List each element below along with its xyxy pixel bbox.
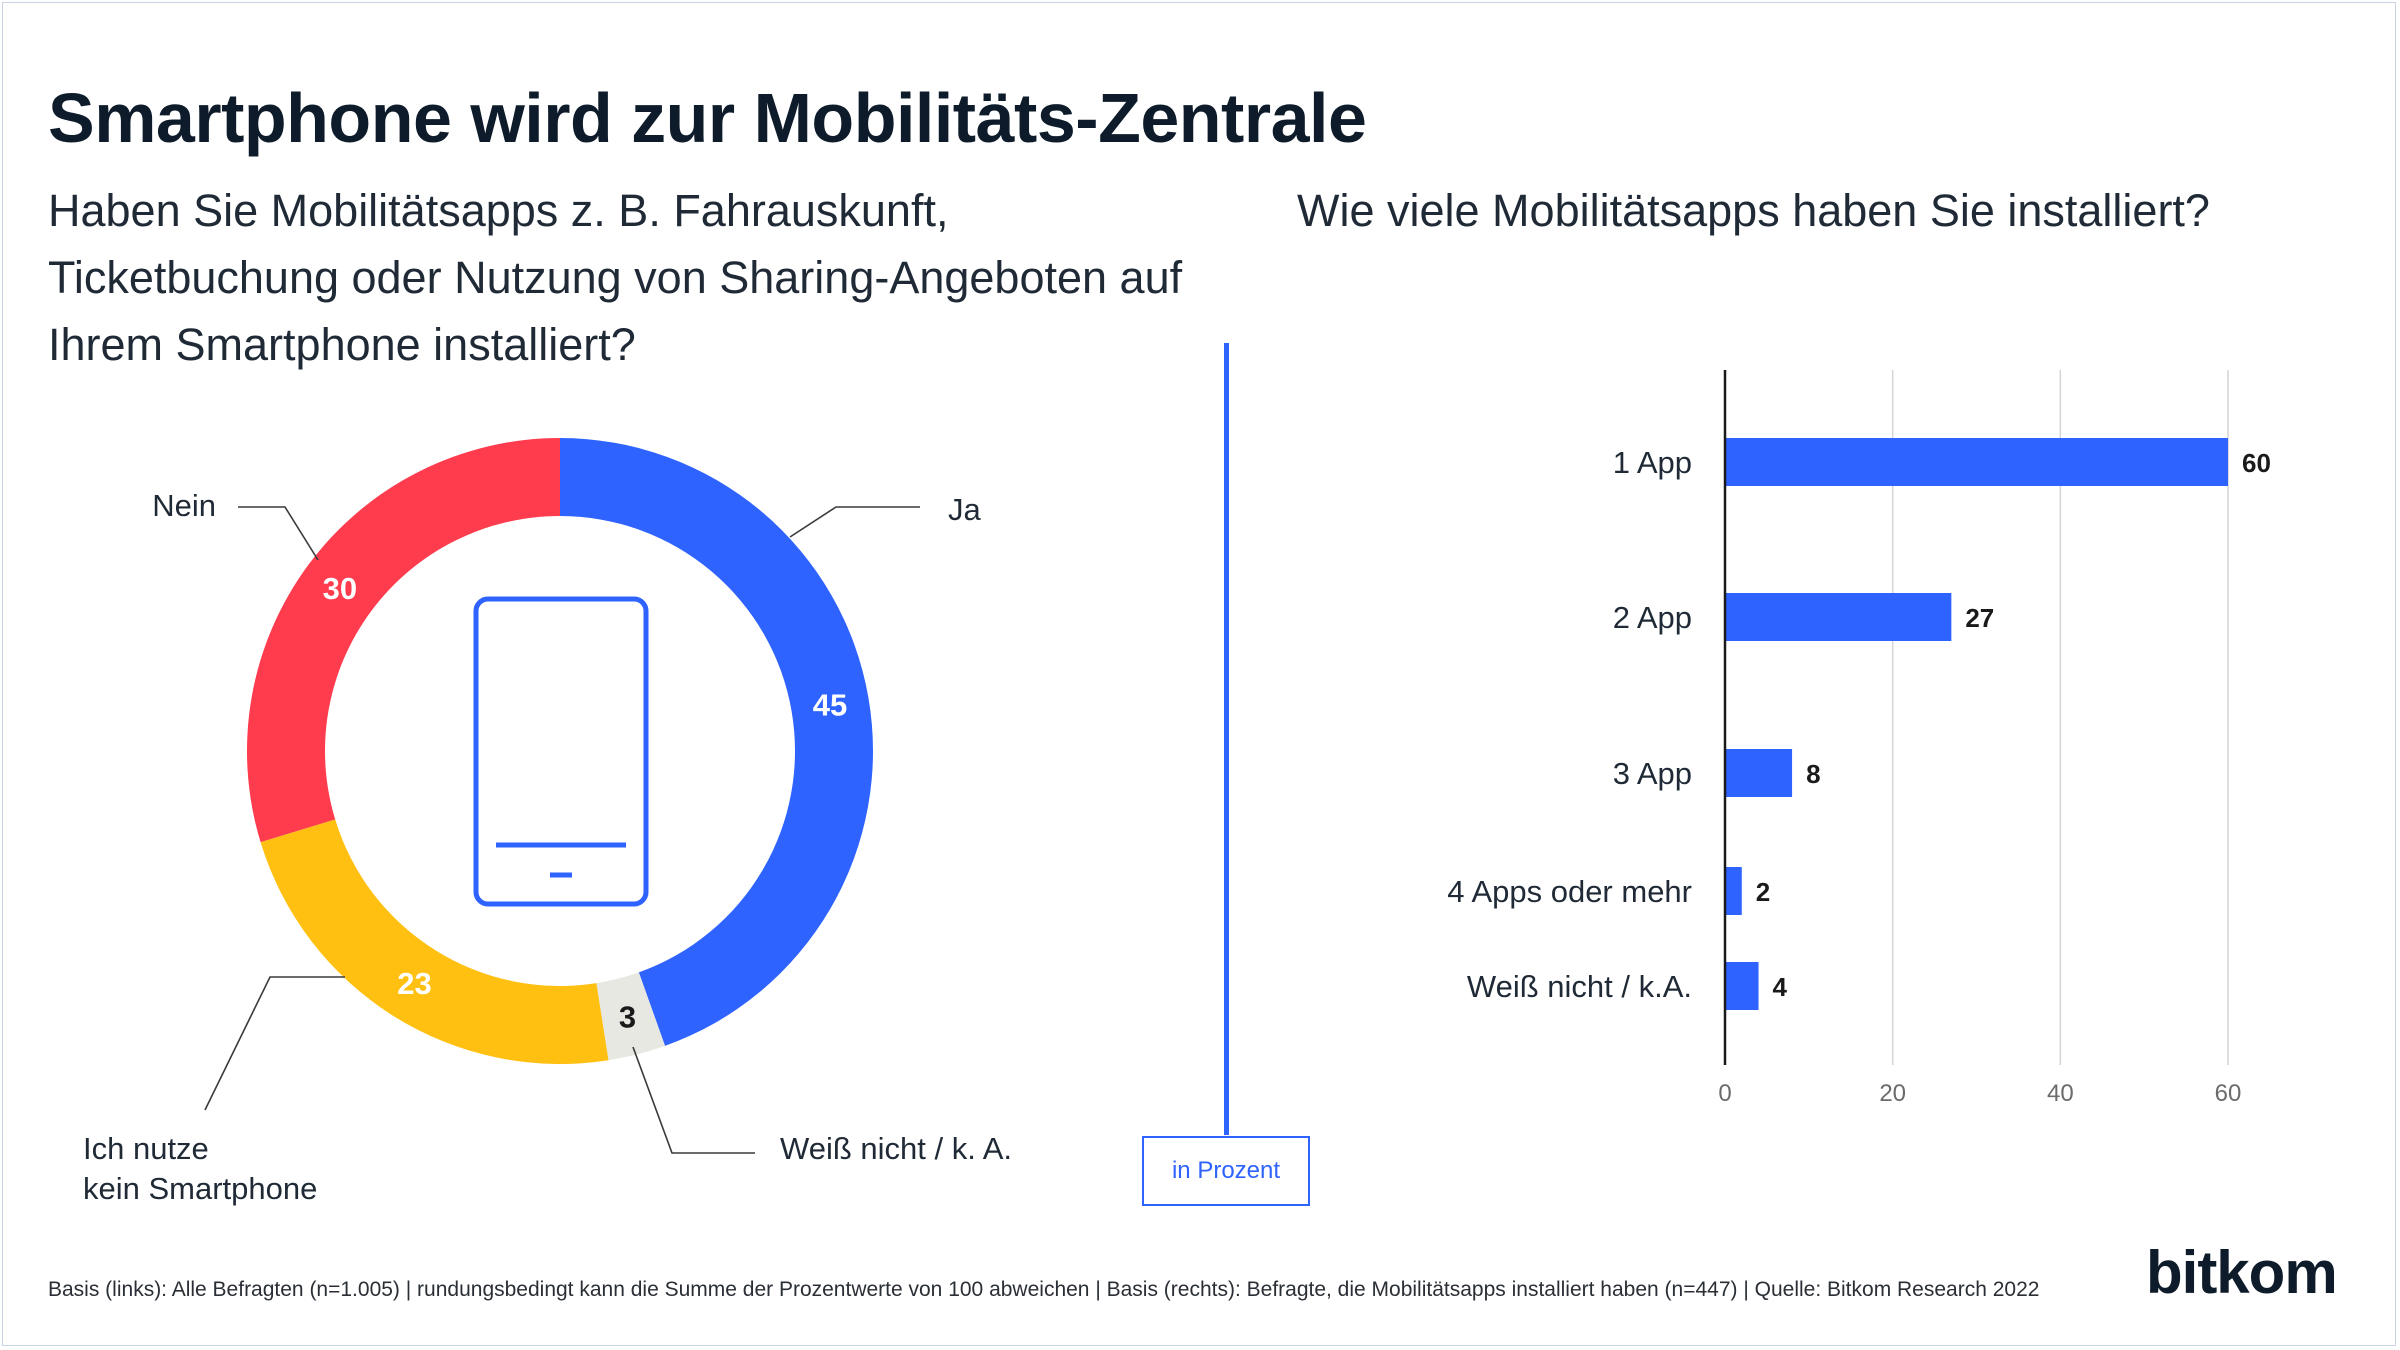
bar-category-label: 3 App bbox=[1613, 756, 1692, 791]
bar-category-label: Weiß nicht / k.A. bbox=[1467, 969, 1692, 1004]
x-tick-label: 20 bbox=[1879, 1080, 1906, 1107]
footnote: Basis (links): Alle Befragten (n=1.005) … bbox=[48, 1278, 2040, 1301]
bar bbox=[1725, 593, 1952, 641]
leader-line bbox=[238, 506, 319, 561]
page-title: Smartphone wird zur Mobilitäts-Zentrale bbox=[48, 79, 1367, 157]
brand-logo: bitkom bbox=[2146, 1239, 2338, 1306]
donut-chart: 45 3 23 30 Ja Weiß nicht / k. A. Ich nutze kein… bbox=[83, 438, 1012, 1206]
bar bbox=[1725, 867, 1742, 915]
left-question: Haben Sie Mobilitätsapps z. B. Fahrausku… bbox=[48, 185, 1183, 370]
donut-slice bbox=[596, 972, 666, 1061]
donut-slice bbox=[247, 438, 560, 843]
x-tick-label: 40 bbox=[2047, 1080, 2074, 1107]
center-divider bbox=[1224, 343, 1229, 1135]
slice-value-label: 23 bbox=[397, 966, 431, 1001]
bar-value-label: 60 bbox=[2242, 448, 2271, 478]
donut-slice bbox=[560, 438, 873, 1046]
category-label: Ich nutze kein Smartphone bbox=[83, 1131, 317, 1206]
bar bbox=[1725, 438, 2228, 486]
slice-value-label: 30 bbox=[323, 571, 357, 606]
donut-slice bbox=[260, 819, 609, 1064]
smartphone-icon bbox=[473, 596, 649, 907]
bar-value-label: 27 bbox=[1965, 603, 1994, 633]
bar bbox=[1725, 962, 1759, 1010]
bar-value-label: 4 bbox=[1773, 972, 1788, 1002]
x-tick-label: 0 bbox=[1718, 1080, 1731, 1107]
phone-body bbox=[473, 596, 649, 907]
bar-category-label: 1 App bbox=[1613, 445, 1692, 480]
bar-category-label: 4 Apps oder mehr bbox=[1447, 874, 1692, 909]
slice-value-label: 45 bbox=[813, 687, 847, 722]
x-tick-label: 60 bbox=[2215, 1080, 2242, 1107]
leader-line bbox=[789, 506, 920, 538]
leader-line bbox=[632, 1046, 755, 1154]
bar-category-label: 2 App bbox=[1613, 600, 1692, 635]
bar-value-label: 8 bbox=[1806, 759, 1820, 789]
bar-chart: 0 20 40 60 60 1 App 27 2 App 8 3 App 2 4 Apps oder … bbox=[1447, 370, 2271, 1107]
slice-value-label: 3 bbox=[619, 1000, 636, 1035]
category-label: Nein bbox=[152, 488, 216, 523]
bar bbox=[1725, 749, 1793, 797]
leader-line bbox=[204, 976, 345, 1111]
category-label: Weiß nicht / k. A. bbox=[780, 1131, 1012, 1166]
category-label: Ja bbox=[948, 492, 982, 527]
unit-label: in Prozent bbox=[1142, 1136, 1310, 1206]
right-question: Wie viele Mobilitätsapps haben Sie insta… bbox=[1297, 185, 2210, 236]
bar-value-label: 2 bbox=[1756, 877, 1770, 907]
